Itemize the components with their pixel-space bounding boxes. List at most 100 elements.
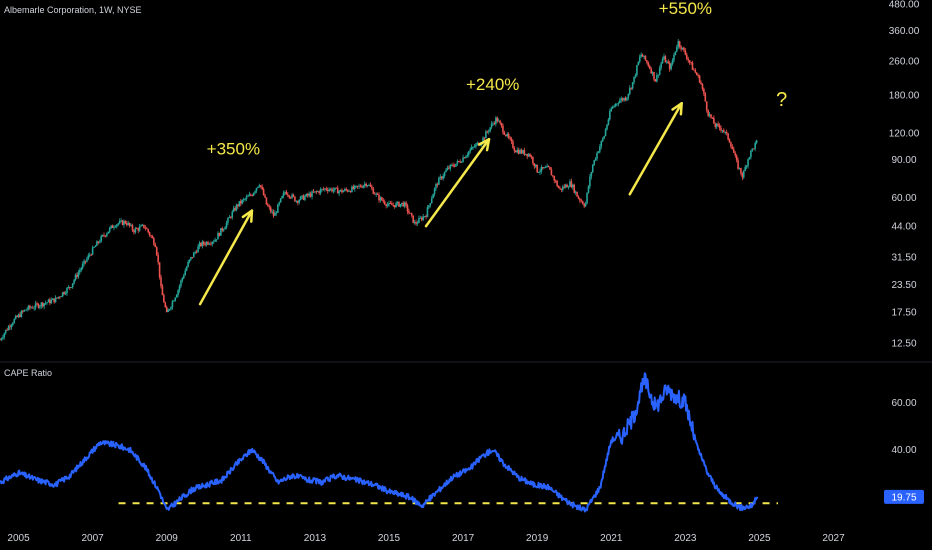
candle-body <box>67 286 70 288</box>
candle-body <box>145 228 148 230</box>
candle-body <box>747 159 749 166</box>
candle-body <box>513 147 516 151</box>
candle-body <box>677 41 680 48</box>
candle-body <box>678 41 681 47</box>
candle-body <box>326 189 329 192</box>
candle-body <box>344 189 346 191</box>
candle-body <box>7 326 10 331</box>
candle-body <box>646 60 648 63</box>
candle-body <box>133 230 135 233</box>
candle-body <box>94 245 97 248</box>
time-axis[interactable]: 2005 2007 2009 2011 2013 2015 2017 2019 2021 2023… <box>7 533 845 544</box>
candle-body <box>510 138 513 142</box>
candle-body <box>550 169 553 176</box>
candle-body <box>688 60 691 63</box>
candle-body <box>439 176 442 178</box>
candle-body <box>214 239 216 242</box>
candle-body <box>135 228 138 230</box>
price-panel[interactable]: Albemarle Corporation, 1W, NYSE +350% +24… <box>0 0 920 350</box>
candle-body <box>564 184 567 188</box>
candle-body <box>127 222 130 225</box>
candle-body <box>627 93 630 98</box>
candle-body <box>111 225 114 228</box>
candle-body <box>751 148 754 151</box>
candle-body <box>436 184 439 185</box>
price-y-axis[interactable]: 480.00 360.00 260.00 180.00 120.00 90.00 60.00… <box>889 0 920 350</box>
candle-body <box>744 167 747 172</box>
candle-body <box>247 196 249 197</box>
candle-body <box>4 329 7 334</box>
candle-body <box>212 241 215 243</box>
candle-body <box>222 229 225 231</box>
candle-body <box>279 198 282 203</box>
candle-body <box>395 203 397 208</box>
candle-body <box>723 130 725 132</box>
candle-body <box>274 212 276 216</box>
candle-body <box>714 123 717 127</box>
candle-body <box>24 309 27 311</box>
gain-annotation: +550% <box>659 0 712 18</box>
candle-body <box>17 314 20 317</box>
candle-body <box>315 191 318 193</box>
candle-body <box>334 187 336 191</box>
candle-body <box>385 204 387 206</box>
candle-body <box>170 307 172 310</box>
price-tick-label: 31.50 <box>891 253 916 264</box>
price-tick-label: 17.50 <box>891 307 916 318</box>
candle-body <box>312 191 315 193</box>
candle-body <box>201 241 204 247</box>
candle-body <box>296 201 299 203</box>
candle-body <box>278 202 281 205</box>
trend-arrows <box>198 102 683 306</box>
candle-body <box>748 157 751 160</box>
price-tick-label: 44.00 <box>891 222 916 233</box>
candle-body <box>532 157 534 164</box>
time-tick-label: 2023 <box>674 533 697 544</box>
candle-body <box>391 203 393 206</box>
candle-body <box>81 263 84 269</box>
candle-body <box>130 225 132 227</box>
candle-body <box>372 188 375 194</box>
cape-y-axis[interactable]: 60.00 40.00 <box>891 398 916 456</box>
candle-body <box>366 185 369 187</box>
candle-body <box>98 241 101 243</box>
candle-body <box>244 198 246 200</box>
candle-body <box>497 120 500 122</box>
candle-body <box>291 194 293 198</box>
candle-body <box>617 102 620 104</box>
candle-body <box>415 221 417 224</box>
candle-body <box>353 185 356 190</box>
candle-body <box>161 286 164 296</box>
candle-body <box>685 54 688 59</box>
candle-body <box>448 167 450 169</box>
candle-body <box>238 201 241 207</box>
candle-body <box>131 225 134 231</box>
candle-body <box>265 197 268 205</box>
candle-body <box>524 153 527 155</box>
candle-body <box>252 192 255 196</box>
candle-body <box>178 285 181 291</box>
candle-body <box>324 188 326 190</box>
candle-body <box>356 185 359 187</box>
candle-body <box>594 158 597 161</box>
candle-body <box>382 200 385 202</box>
candle-body <box>71 283 74 288</box>
candle-body <box>97 241 100 243</box>
candle-body <box>47 299 50 303</box>
candle-body <box>386 204 389 206</box>
candle-body <box>88 254 91 256</box>
candle-body <box>465 156 467 159</box>
candle-body <box>752 148 755 150</box>
candle-body <box>346 190 349 192</box>
candle-body <box>60 296 63 298</box>
candle-body <box>432 194 434 199</box>
candle-body <box>684 50 687 55</box>
candle-body <box>91 247 94 255</box>
annotations: +350% +240% +550%? <box>207 0 788 159</box>
candle-body <box>426 207 429 218</box>
candle-body <box>341 189 343 193</box>
candle-body <box>363 183 366 186</box>
cape-panel[interactable]: CAPE Ratio 60.00 40.00 19.75 <box>0 368 924 513</box>
candle-body <box>664 56 667 63</box>
time-tick-label: 2019 <box>526 533 549 544</box>
